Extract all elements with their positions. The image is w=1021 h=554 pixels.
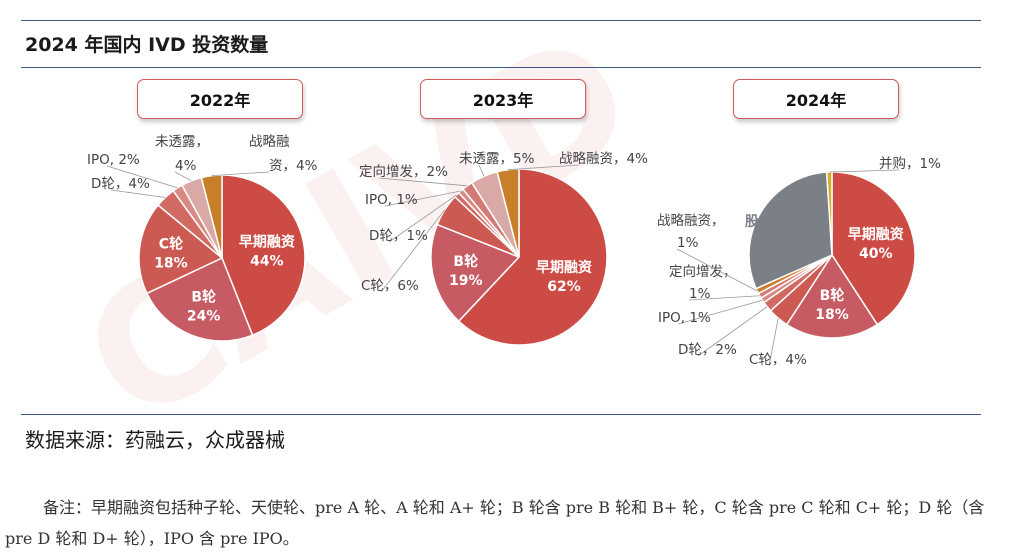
footnote: 备注：早期融资包括种子轮、天使轮、pre A 轮、A 轮和 A+ 轮；B 轮含 … <box>5 498 985 548</box>
leader-line-0-strategic <box>211 171 270 177</box>
leader-line-2-c <box>768 318 779 367</box>
leader-line-0-ipo <box>106 165 178 189</box>
outside-label-2-merger: 并购，1% <box>879 156 941 172</box>
slice-label-2-equity_transfer: 股权融资/转让 <box>745 213 834 230</box>
pie-0: 早期融资 44% B轮 24% C轮 18% D轮，4% IPO, 2% 未透露， 4% 战略融资，… <box>87 134 318 342</box>
outside-label-2-c: C轮，4% <box>749 352 807 368</box>
year-box-2023: 2023年 <box>420 79 586 119</box>
top-rule <box>21 20 981 21</box>
outside-label-0-undisclosed: 未透露， <box>155 134 209 150</box>
slice-value-2-equity_transfer: 30% <box>773 233 807 249</box>
leader-line-1-c <box>380 209 446 293</box>
year-box-2024: 2024年 <box>733 79 899 119</box>
outside-label-2-d: D轮，2% <box>678 342 737 358</box>
slice-value-2-early: 40% <box>859 246 893 262</box>
leader-line-1-ipo <box>384 190 461 207</box>
leader-line-0-undisclosed <box>174 171 192 182</box>
outside-label-1-d: D轮，1% <box>369 228 428 244</box>
slice-label-2-b: B轮 <box>820 287 845 304</box>
outside-value-2-strategic: 1% <box>677 235 699 251</box>
pie-slice-1-early <box>457 168 608 346</box>
slice-label-1-b: B轮 <box>453 253 478 270</box>
slice-label-0-early: 早期融资 <box>239 233 295 250</box>
outside-value-0-strategic: 资，4% <box>269 158 318 174</box>
slice-label-2-early: 早期融资 <box>848 226 904 243</box>
pie-slice-2-equity_transfer <box>748 171 833 290</box>
leader-line-2-ipo <box>677 299 763 325</box>
source-rule <box>21 414 981 415</box>
slice-value-0-early: 44% <box>250 253 284 269</box>
leader-line-1-strategic <box>507 164 580 171</box>
pie-slice-0-b <box>145 256 254 342</box>
page-title: 2024 年国内 IVD 投资数量 <box>25 34 269 56</box>
outside-label-1-undisclosed: 未透露，5% <box>459 151 535 167</box>
pie-slice-0-c <box>138 204 224 295</box>
leader-line-1-private_placement <box>378 177 468 187</box>
outside-label-1-ipo: IPO, 1% <box>365 192 418 208</box>
outside-value-2-private_placement: 1% <box>689 286 711 302</box>
slice-value-0-b: 24% <box>187 308 221 324</box>
leader-line-2-private_placement <box>688 295 760 301</box>
slice-value-1-early: 62% <box>547 279 581 295</box>
outside-label-1-strategic: 战略融资，4% <box>559 151 648 167</box>
slice-label-0-b: B轮 <box>191 288 216 305</box>
outside-label-1-private_placement: 定向增发，2% <box>359 164 448 180</box>
leader-line-2-d <box>697 306 768 357</box>
slice-label-1-early: 早期融资 <box>536 259 592 276</box>
outside-label-0-d: D轮，4% <box>91 176 150 192</box>
leader-line-0-d <box>110 189 166 198</box>
outside-label-1-c: C轮，6% <box>361 278 419 294</box>
leader-line-2-merger <box>829 169 900 173</box>
leader-line-1-d <box>388 194 458 243</box>
slice-value-0-c: 18% <box>154 256 188 272</box>
pie-1: 早期融资 62% B轮 19% C轮，6% D轮，1% IPO, 1% 定向增发，2% 未透露，… <box>359 151 648 346</box>
slice-label-0-c: C轮 <box>159 236 183 253</box>
outside-label-0-ipo: IPO, 2% <box>87 152 140 168</box>
outside-label-2-private_placement: 定向增发， <box>669 264 737 280</box>
pie-slice-0-early <box>221 174 306 337</box>
outside-label-2-ipo: IPO, 1% <box>658 310 711 326</box>
outside-label-0-strategic: 战略融 <box>249 134 290 150</box>
leader-line-2-strategic <box>676 248 758 292</box>
pie-2: 早期融资 40% B轮 18% C轮，4% D轮，2% IPO, 1% 定向增发， 1% 战略融资… <box>657 156 941 368</box>
data-source: 数据来源：药融云，众成器械 <box>25 428 285 452</box>
slice-value-1-b: 19% <box>449 273 483 289</box>
outside-value-0-undisclosed: 4% <box>175 158 197 174</box>
year-box-2022: 2022年 <box>137 79 303 119</box>
slice-value-2-b: 18% <box>815 307 849 323</box>
chart-frame: CAIVD 2024 年国内 IVD 投资数量 2022年 2023年 2024… <box>3 0 1016 478</box>
outside-label-2-strategic: 战略融资， <box>657 213 725 229</box>
title-rule <box>21 67 981 68</box>
leader-line-1-undisclosed <box>478 164 485 177</box>
pie-slice-2-b <box>785 253 879 339</box>
